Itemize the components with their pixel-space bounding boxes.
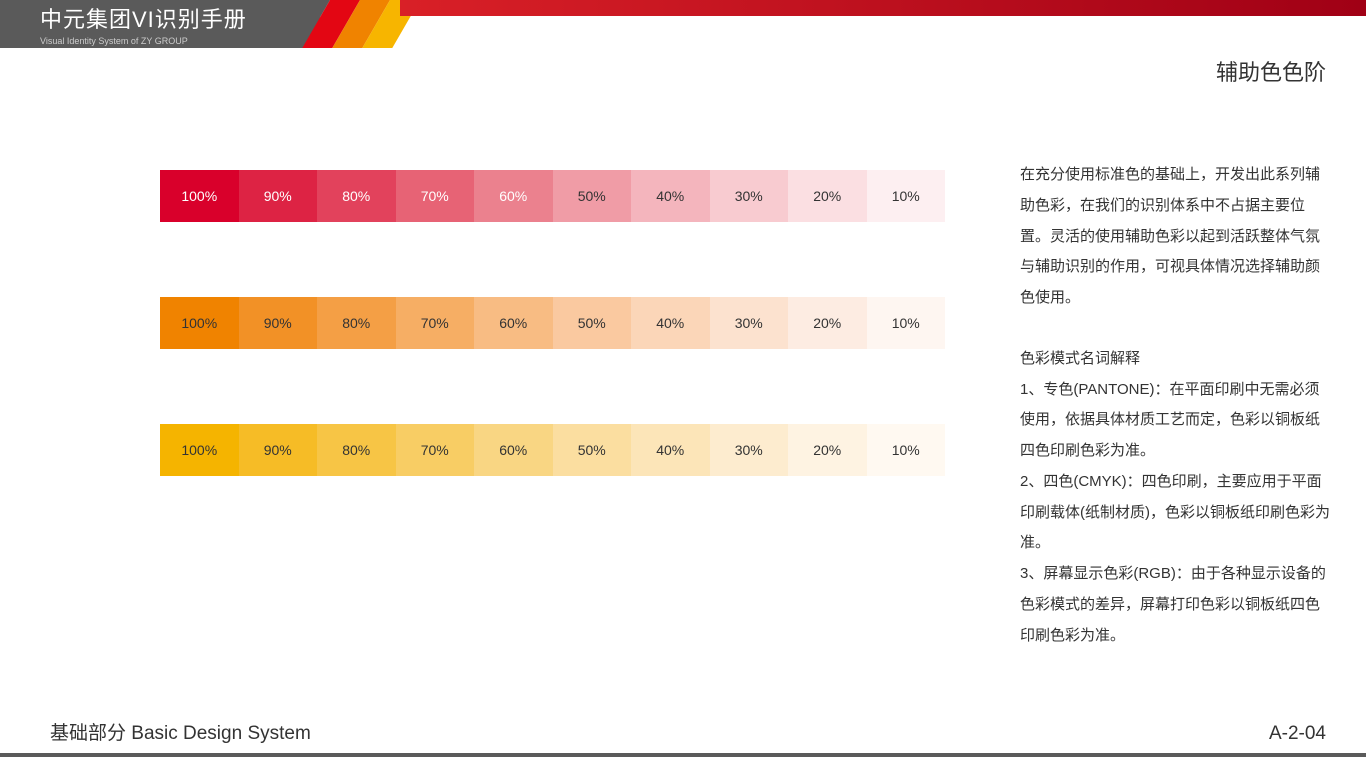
- top-red-bar: [400, 0, 1366, 16]
- footer-section-label: 基础部分 Basic Design System: [50, 718, 311, 745]
- color-mode-item2: 2、四色(CMYK)：四色印刷，主要应用于平面印刷载体(纸制材质)，色彩以铜板纸…: [1020, 467, 1330, 559]
- page: 中元集团VI识别手册 Visual Identity System of ZY …: [0, 0, 1366, 767]
- color-swatch: 20%: [788, 170, 867, 222]
- color-swatch: 60%: [474, 170, 553, 222]
- color-mode-item3: 3、屏幕显示色彩(RGB)：由于各种显示设备的色彩模式的差异，屏幕打印色彩以铜板…: [1020, 559, 1330, 651]
- color-swatch: 90%: [239, 424, 318, 476]
- color-swatch: 20%: [788, 424, 867, 476]
- header-bar: 中元集团VI识别手册 Visual Identity System of ZY …: [0, 0, 320, 48]
- color-swatch: 30%: [710, 424, 789, 476]
- color-swatch: 40%: [631, 424, 710, 476]
- color-swatch: 100%: [160, 297, 239, 349]
- color-swatch: 70%: [396, 297, 475, 349]
- color-swatch: 90%: [239, 170, 318, 222]
- color-swatch: 40%: [631, 297, 710, 349]
- color-swatch: 10%: [867, 297, 946, 349]
- color-swatch: 80%: [317, 170, 396, 222]
- yellow-scale: 100%90%80%70%60%50%40%30%20%10%: [160, 424, 945, 476]
- orange-scale: 100%90%80%70%60%50%40%30%20%10%: [160, 297, 945, 349]
- color-swatch: 50%: [553, 170, 632, 222]
- color-swatch: 10%: [867, 170, 946, 222]
- color-mode-item1: 1、专色(PANTONE)：在平面印刷中无需必须使用，依据具体材质工艺而定，色彩…: [1020, 375, 1330, 467]
- color-swatch: 30%: [710, 170, 789, 222]
- color-swatch: 30%: [710, 297, 789, 349]
- red-scale: 100%90%80%70%60%50%40%30%20%10%: [160, 170, 945, 222]
- color-swatch: 100%: [160, 424, 239, 476]
- color-swatch: 60%: [474, 424, 553, 476]
- color-swatch: 40%: [631, 170, 710, 222]
- color-swatch: 70%: [396, 424, 475, 476]
- color-swatch: 60%: [474, 297, 553, 349]
- page-heading: 辅助色色阶: [1216, 55, 1326, 87]
- description-para1: 在充分使用标准色的基础上，开发出此系列辅助色彩，在我们的识别体系中不占据主要位置…: [1020, 160, 1330, 314]
- description-column: 在充分使用标准色的基础上，开发出此系列辅助色彩，在我们的识别体系中不占据主要位置…: [1020, 160, 1330, 651]
- header-title: 中元集团VI识别手册: [40, 2, 320, 34]
- color-swatch: 70%: [396, 170, 475, 222]
- footer-page-code: A-2-04: [1269, 723, 1326, 745]
- color-mode-title: 色彩模式名词解释: [1020, 344, 1330, 375]
- color-swatch: 50%: [553, 297, 632, 349]
- color-swatch: 50%: [553, 424, 632, 476]
- color-swatch: 90%: [239, 297, 318, 349]
- color-scales: 100%90%80%70%60%50%40%30%20%10%100%90%80…: [160, 170, 945, 551]
- color-swatch: 10%: [867, 424, 946, 476]
- color-swatch: 80%: [317, 297, 396, 349]
- color-swatch: 100%: [160, 170, 239, 222]
- color-swatch: 80%: [317, 424, 396, 476]
- color-swatch: 20%: [788, 297, 867, 349]
- footer-line: [0, 753, 1366, 757]
